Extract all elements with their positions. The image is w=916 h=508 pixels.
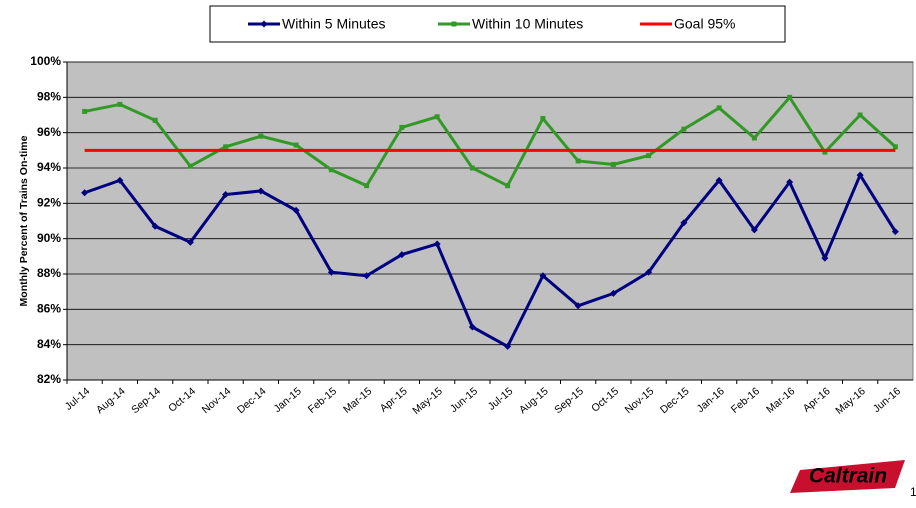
line (84, 171, 897, 349)
y-tick-label: 82% (37, 372, 61, 386)
marker (609, 289, 617, 297)
marker (540, 116, 546, 122)
marker (575, 158, 581, 164)
y-tick-label: 100% (30, 54, 61, 68)
marker (328, 167, 334, 173)
marker (646, 153, 652, 159)
marker (504, 342, 512, 350)
marker (451, 21, 457, 27)
marker (363, 272, 371, 280)
series (81, 171, 899, 350)
marker (716, 105, 722, 111)
marker (891, 228, 899, 236)
y-tick-label: 92% (37, 196, 61, 210)
marker (187, 163, 193, 169)
marker (293, 142, 299, 148)
marker (751, 135, 757, 141)
marker (257, 187, 265, 195)
marker (505, 183, 511, 189)
marker (680, 219, 688, 227)
marker (821, 254, 829, 262)
marker (434, 114, 440, 120)
marker (610, 161, 616, 167)
logo: Caltrain (790, 460, 905, 493)
marker (151, 222, 159, 230)
marker (327, 268, 335, 276)
marker (117, 101, 123, 107)
marker (715, 176, 723, 184)
marker (786, 178, 794, 186)
page-number: 1 (910, 485, 916, 499)
marker (574, 302, 582, 310)
y-tick-label: 84% (37, 337, 61, 351)
marker (787, 94, 793, 100)
marker (645, 268, 653, 276)
marker (81, 189, 89, 197)
marker (433, 240, 441, 248)
legend-label: Within 10 Minutes (472, 16, 583, 32)
marker (399, 124, 405, 130)
marker (292, 206, 300, 214)
marker (468, 323, 476, 331)
legend-box (209, 5, 786, 43)
legend-label: Within 5 Minutes (282, 16, 385, 32)
y-axis-label: Monthly Percent of Trains On-time (18, 135, 30, 306)
marker (857, 112, 863, 118)
marker (186, 238, 194, 246)
y-tick-label: 88% (37, 266, 61, 280)
marker (258, 133, 264, 139)
plot-area (66, 61, 914, 381)
marker (469, 165, 475, 171)
logo-shape (790, 460, 905, 493)
legend-label: Goal 95% (674, 16, 735, 32)
marker (223, 144, 229, 150)
marker (398, 251, 406, 259)
marker (82, 108, 88, 114)
marker (152, 117, 158, 123)
marker (822, 149, 828, 155)
marker (856, 171, 864, 179)
marker (116, 176, 124, 184)
marker (750, 226, 758, 234)
marker (892, 144, 898, 150)
y-tick-label: 90% (37, 231, 61, 245)
marker (222, 191, 230, 198)
logo-text: Caltrain (809, 465, 887, 488)
marker (260, 20, 268, 28)
y-tick-label: 96% (37, 125, 61, 139)
marker (364, 183, 370, 189)
marker (539, 272, 547, 280)
y-tick-label: 94% (37, 160, 61, 174)
y-tick-label: 86% (37, 302, 61, 316)
marker (681, 126, 687, 132)
legend: Within 5 Minutes Within 10 Minutes Goal 95… (209, 5, 786, 43)
y-tick-label: 98% (37, 90, 61, 104)
